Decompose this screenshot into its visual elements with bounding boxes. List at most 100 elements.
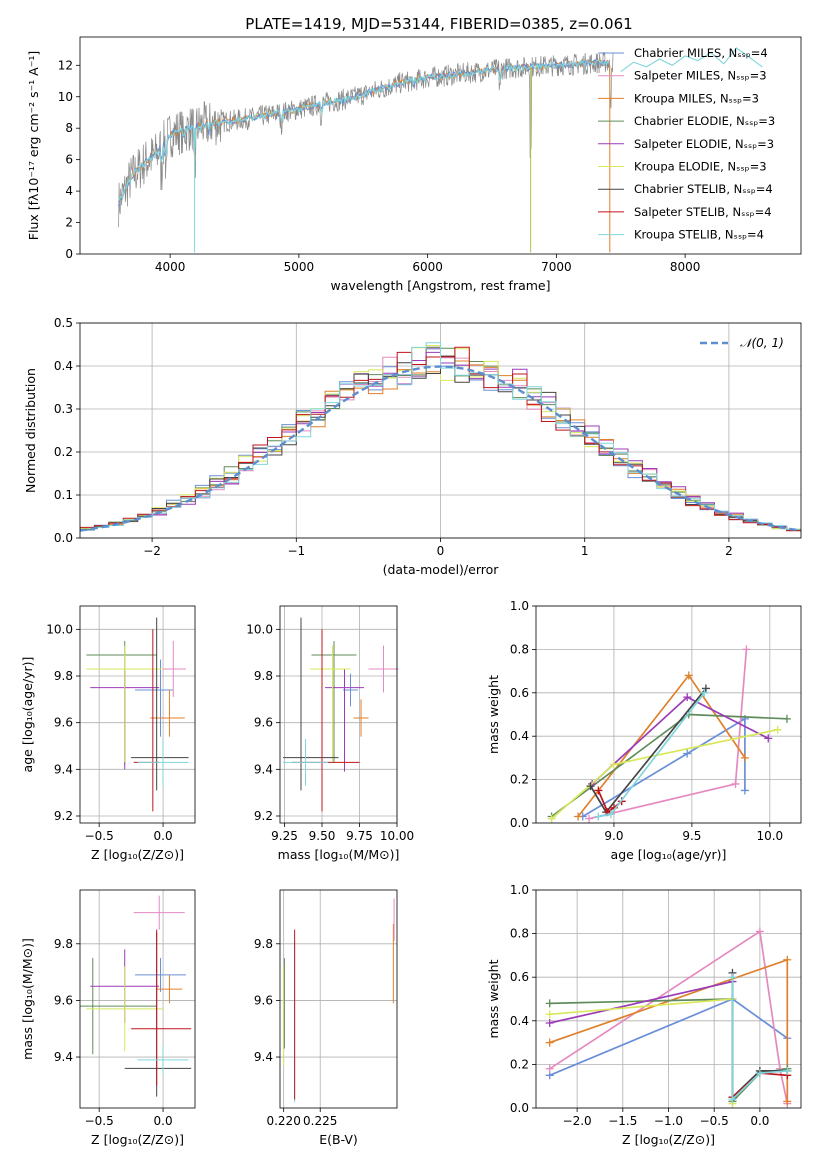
series-kroupa-elodie	[547, 725, 782, 823]
y-tick-label: 0.2	[510, 773, 529, 787]
model-spectrum-line	[118, 59, 609, 201]
x-tick-label: 0.0	[750, 1114, 769, 1128]
data-point	[782, 714, 791, 723]
data-point	[683, 749, 692, 758]
data-point	[368, 645, 399, 693]
y-tick-label: 0.0	[510, 816, 529, 830]
data-point	[755, 927, 764, 936]
y-tick-label: 0.8	[510, 642, 529, 656]
data-point	[545, 1064, 554, 1073]
chart-age-vs-Z: −0.5 0.0 9.2 9.4 9.6 9.8 10.0 Z [log₁₀(Z/Z⊙)] ag…	[20, 605, 196, 862]
x-tick-label: −0.5	[85, 1114, 114, 1128]
legend-entry: Chabrier MILES, Nₛₛₚ=4	[634, 46, 768, 60]
series-kroupa-stelib	[728, 973, 792, 1104]
plot-area	[283, 617, 399, 812]
y-tick-label: 0.4	[510, 1014, 529, 1028]
y-tick-label: 0.6	[510, 970, 529, 984]
axes-frame	[79, 36, 802, 255]
axes-frame	[279, 889, 398, 1109]
y-tick-label: 6	[65, 153, 73, 167]
x-axis-label: E(B-V)	[319, 1132, 358, 1147]
data-point	[773, 725, 782, 734]
axes-frame	[79, 605, 196, 824]
series-salpeter-miles	[585, 645, 751, 823]
x-tick-label: 6000	[412, 260, 443, 274]
x-axis-label: mass [log₁₀(M/M⊙)]	[278, 847, 400, 862]
data-point	[683, 693, 692, 702]
data-point	[86, 966, 164, 1052]
axes-frame	[79, 889, 196, 1109]
data-point	[325, 669, 364, 772]
y-tick-label: 8	[65, 121, 73, 135]
x-axis-label: age [log₁₀(age/yr)]	[611, 847, 727, 862]
x-tick-label: 0.0	[154, 829, 173, 843]
series-line	[551, 728, 778, 820]
data-point	[310, 645, 351, 763]
y-tick-label: 0.2	[510, 1057, 529, 1071]
y-tick-label: 10	[58, 90, 73, 104]
data-point	[545, 1018, 554, 1027]
y-tick-label: 0	[65, 247, 73, 261]
y-tick-label: 0.0	[54, 531, 73, 545]
x-tick-label: 0.0	[154, 1114, 173, 1128]
axes-frame	[279, 605, 398, 824]
y-tick-label: 9.4	[54, 1050, 73, 1064]
x-tick-label: −0.5	[85, 829, 114, 843]
y-tick-label: 0.0	[510, 1101, 529, 1115]
x-tick-label: 9.25	[271, 829, 298, 843]
y-axis-label: Flux [fλ10⁻¹⁷ erg cm⁻² s⁻¹ A⁻¹]	[26, 51, 41, 240]
stelib-extension-line	[620, 47, 763, 73]
data-point	[150, 690, 185, 737]
data-point	[728, 973, 737, 982]
y-tick-label: 9.8	[254, 669, 273, 683]
data-point	[684, 671, 693, 680]
x-axis-label: wavelength [Angstrom, rest frame]	[330, 278, 550, 293]
y-tick-label: 1.0	[510, 883, 529, 897]
y-tick-label: 0.6	[510, 686, 529, 700]
y-tick-label: 9.8	[54, 937, 73, 951]
data-point	[594, 786, 603, 795]
y-tick-label: 10.0	[246, 622, 273, 636]
legend-entry: Kroupa MILES, Nₛₛₚ=3	[634, 91, 759, 105]
data-point	[124, 932, 192, 1097]
figure-title: PLATE=1419, MJD=53144, FIBERID=0385, z=0…	[245, 15, 632, 33]
data-point	[80, 957, 157, 1055]
x-tick-label: −2.0	[563, 1114, 592, 1128]
x-tick-label: 9.0	[604, 829, 623, 843]
y-tick-label: 0.3	[54, 402, 73, 416]
data-point	[728, 1095, 737, 1104]
plot-area	[545, 927, 792, 1108]
data-point	[783, 955, 792, 964]
y-tick-label: 0.1	[54, 488, 73, 502]
y-axis-label: mass [log₁₀(M/M⊙)]	[20, 938, 35, 1060]
x-tick-label: 7000	[541, 260, 572, 274]
legend-entry: Salpeter ELODIE, Nₛₛₚ=3	[634, 137, 774, 151]
data-point	[701, 684, 710, 693]
data-point	[156, 974, 183, 1004]
plot-area	[547, 645, 791, 823]
data-point	[137, 739, 189, 786]
y-tick-label: 1.0	[510, 599, 529, 613]
legend: 𝒩(0, 1)	[700, 336, 784, 350]
chart-weight-vs-Z: −2.0 −1.5 −1.0 −0.5 0.0 0.0 0.2 0.4 0.6 0.8 1.0 Z […	[486, 883, 802, 1147]
x-tick-label: 9.5	[682, 829, 701, 843]
data-point	[283, 739, 328, 786]
y-tick-label: 0.5	[54, 316, 73, 330]
y-tick-label: 9.4	[254, 762, 273, 776]
x-tick-label: 9.50	[309, 829, 336, 843]
series-kroupa-elodie	[545, 995, 737, 1108]
y-tick-label: 10.0	[46, 622, 73, 636]
x-tick-label: −0.5	[700, 1114, 729, 1128]
x-tick-label: 8000	[670, 260, 701, 274]
plot-area	[80, 342, 801, 533]
data-point	[134, 659, 174, 737]
y-tick-label: 9.6	[254, 716, 273, 730]
legend-entry: Kroupa STELIB, Nₛₛₚ=4	[634, 228, 764, 242]
y-tick-label: 9.6	[54, 716, 73, 730]
x-tick-label: −2	[143, 544, 161, 558]
legend-entry: 𝒩(0, 1)	[740, 336, 784, 350]
data-point	[740, 786, 749, 795]
x-tick-label: 5000	[284, 260, 315, 274]
chart-spectrum: 4000 5000 6000 7000 8000 0 2 4 6 8 10 12 wavelength …	[26, 36, 802, 293]
